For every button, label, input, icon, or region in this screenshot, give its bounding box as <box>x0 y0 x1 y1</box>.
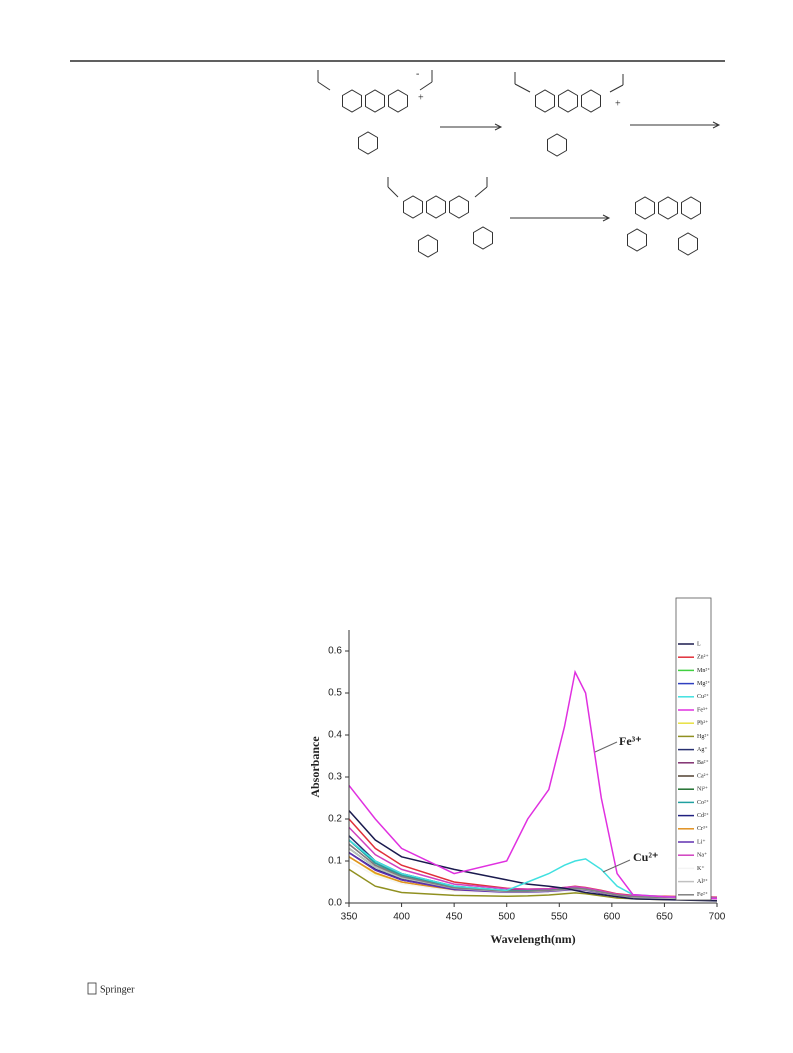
y-tick-label: 0.1 <box>328 856 342 867</box>
y-axis-label: Absorbance <box>308 736 322 798</box>
arrow-head <box>712 121 721 129</box>
legend-label: Pb²⁺ <box>697 720 708 727</box>
bond <box>609 84 624 93</box>
legend-label: Cu²⁺ <box>697 693 709 700</box>
legend-label: L <box>697 641 701 647</box>
charge-label: + <box>615 98 621 109</box>
x-tick-label: 450 <box>446 912 463 923</box>
legend-label: Ag⁺ <box>697 746 708 753</box>
legend-label: Fe²⁺ <box>697 891 708 898</box>
x-tick-label: 600 <box>604 912 621 923</box>
annotation: Cu²⁺ <box>633 850 658 864</box>
series-line <box>348 810 718 902</box>
legend-label: Al³⁺ <box>697 878 708 885</box>
ring <box>547 133 567 157</box>
x-tick-label: 650 <box>656 912 673 923</box>
annotation-pointer <box>594 741 618 753</box>
ring <box>365 89 385 113</box>
ring <box>358 131 378 155</box>
ring <box>473 226 493 250</box>
footer-publisher: Springer <box>100 984 135 995</box>
y-tick-label: 0.3 <box>328 772 342 783</box>
y-tick-label: 0.0 <box>328 898 342 909</box>
series-line <box>348 669 718 900</box>
ring <box>627 228 647 252</box>
y-tick-label: 0.2 <box>328 814 342 825</box>
x-tick-label: 700 <box>709 912 726 923</box>
legend-label: Ba²⁺ <box>697 759 709 766</box>
ring <box>635 196 655 220</box>
ring <box>426 195 446 219</box>
legend-label: Cr³⁺ <box>697 825 708 832</box>
ring <box>558 89 578 113</box>
x-tick-label: 500 <box>498 912 515 923</box>
x-tick-label: 550 <box>551 912 568 923</box>
annotation-pointer <box>602 859 631 873</box>
legend-label: Li⁺ <box>697 838 706 845</box>
y-tick-label: 0.5 <box>328 688 342 699</box>
y-tick-label: 0.4 <box>328 730 342 741</box>
legend-label: Na⁺ <box>697 852 707 859</box>
bond <box>419 81 433 91</box>
charge-label: - <box>416 68 419 79</box>
ring <box>678 232 698 256</box>
x-tick-label: 350 <box>341 912 358 923</box>
legend-label: Mg²⁺ <box>697 680 710 687</box>
ring <box>342 89 362 113</box>
legend-label: Ni²⁺ <box>697 786 708 793</box>
ring <box>418 234 438 258</box>
ring <box>388 89 408 113</box>
y-tick-label: 0.6 <box>328 646 342 657</box>
bond <box>317 81 331 91</box>
reaction-scheme <box>317 70 721 258</box>
publisher-logo <box>87 982 97 995</box>
legend-label: Cd²⁺ <box>697 812 709 819</box>
legend-label: Hg²⁺ <box>697 733 709 740</box>
annotation: Fe³⁺ <box>619 734 642 748</box>
legend-label: Ca²⁺ <box>697 772 709 779</box>
arrow-head <box>494 123 503 131</box>
x-tick-label: 400 <box>393 912 410 923</box>
ring <box>403 195 423 219</box>
series-line <box>348 843 718 900</box>
ring <box>581 89 601 113</box>
ring <box>658 196 678 220</box>
bond <box>514 83 531 93</box>
legend-label: Mn²⁺ <box>697 667 710 674</box>
arrow-head <box>602 214 611 222</box>
bond <box>387 186 399 198</box>
x-axis-label: Wavelength(nm) <box>490 932 575 946</box>
legend-label: Fe³⁺ <box>697 706 708 713</box>
series-line <box>348 826 718 899</box>
bond <box>474 186 488 198</box>
series-line <box>348 839 718 900</box>
legend-label: Zn²⁺ <box>697 654 709 661</box>
ring <box>535 89 555 113</box>
legend-label: K⁺ <box>697 865 705 872</box>
ring <box>681 196 701 220</box>
legend-label: Co²⁺ <box>697 799 709 806</box>
charge-label: + <box>418 92 424 103</box>
ring <box>449 195 469 219</box>
